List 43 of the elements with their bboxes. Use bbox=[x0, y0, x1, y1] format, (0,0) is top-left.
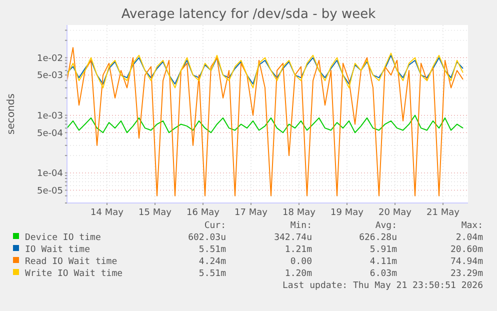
text: 0.00 bbox=[290, 257, 312, 267]
x-tick-label: 16 May bbox=[186, 208, 220, 218]
x-tick-label: 15 May bbox=[138, 208, 172, 218]
text: Min: bbox=[290, 221, 312, 231]
x-tick-label: 18 May bbox=[282, 208, 316, 218]
y-axis-title: seconds bbox=[6, 94, 17, 134]
text: Cur: bbox=[204, 221, 226, 231]
text: 1.21m bbox=[284, 245, 312, 255]
line-series bbox=[66, 47, 464, 196]
text: 1.20m bbox=[284, 269, 312, 279]
text: 5.51m bbox=[198, 245, 226, 255]
text: Last update: Thu May 21 23:50:51 2026 bbox=[282, 281, 483, 291]
x-tick-label: 21 May bbox=[426, 208, 460, 218]
y-tick-label: 5e-03 bbox=[37, 71, 63, 82]
y-tick-label: 5e-04 bbox=[37, 128, 64, 139]
text: 626.28u bbox=[359, 233, 397, 243]
y-tick-label: 1e-02 bbox=[37, 54, 63, 64]
x-tick-label: 20 May bbox=[378, 208, 412, 218]
text: 4.11m bbox=[370, 257, 397, 267]
y-tick-label: 5e-05 bbox=[37, 186, 63, 196]
text: 342.74u bbox=[274, 233, 312, 243]
x-tick-label: 14 May bbox=[90, 208, 124, 218]
x-tick-label: 19 May bbox=[330, 208, 364, 218]
text: 74.94m bbox=[450, 257, 483, 267]
y-tick-label: 1e-04 bbox=[37, 169, 64, 180]
text: 602.03u bbox=[188, 233, 226, 243]
text: 4.24m bbox=[198, 257, 226, 267]
x-tick-label: 17 May bbox=[234, 208, 268, 218]
text: Avg: bbox=[375, 221, 397, 231]
text: 6.03m bbox=[370, 269, 397, 279]
legend-label: IO Wait time bbox=[25, 245, 90, 255]
text: 2.04m bbox=[456, 233, 483, 243]
legend-label: Device IO time bbox=[25, 233, 101, 243]
text: 5.51m bbox=[198, 269, 226, 279]
legend-label: Read IO Wait time bbox=[25, 257, 118, 267]
text: 5.91m bbox=[370, 245, 397, 255]
y-tick-label: 1e-03 bbox=[37, 111, 63, 122]
legend-label: Write IO Wait time bbox=[25, 269, 123, 279]
text: 20.60m bbox=[450, 245, 483, 255]
text: 23.29m bbox=[450, 269, 483, 279]
line-series bbox=[66, 114, 464, 134]
text: Max: bbox=[461, 221, 483, 231]
chart-title: Average latency for /dev/sda - by week bbox=[121, 7, 376, 22]
